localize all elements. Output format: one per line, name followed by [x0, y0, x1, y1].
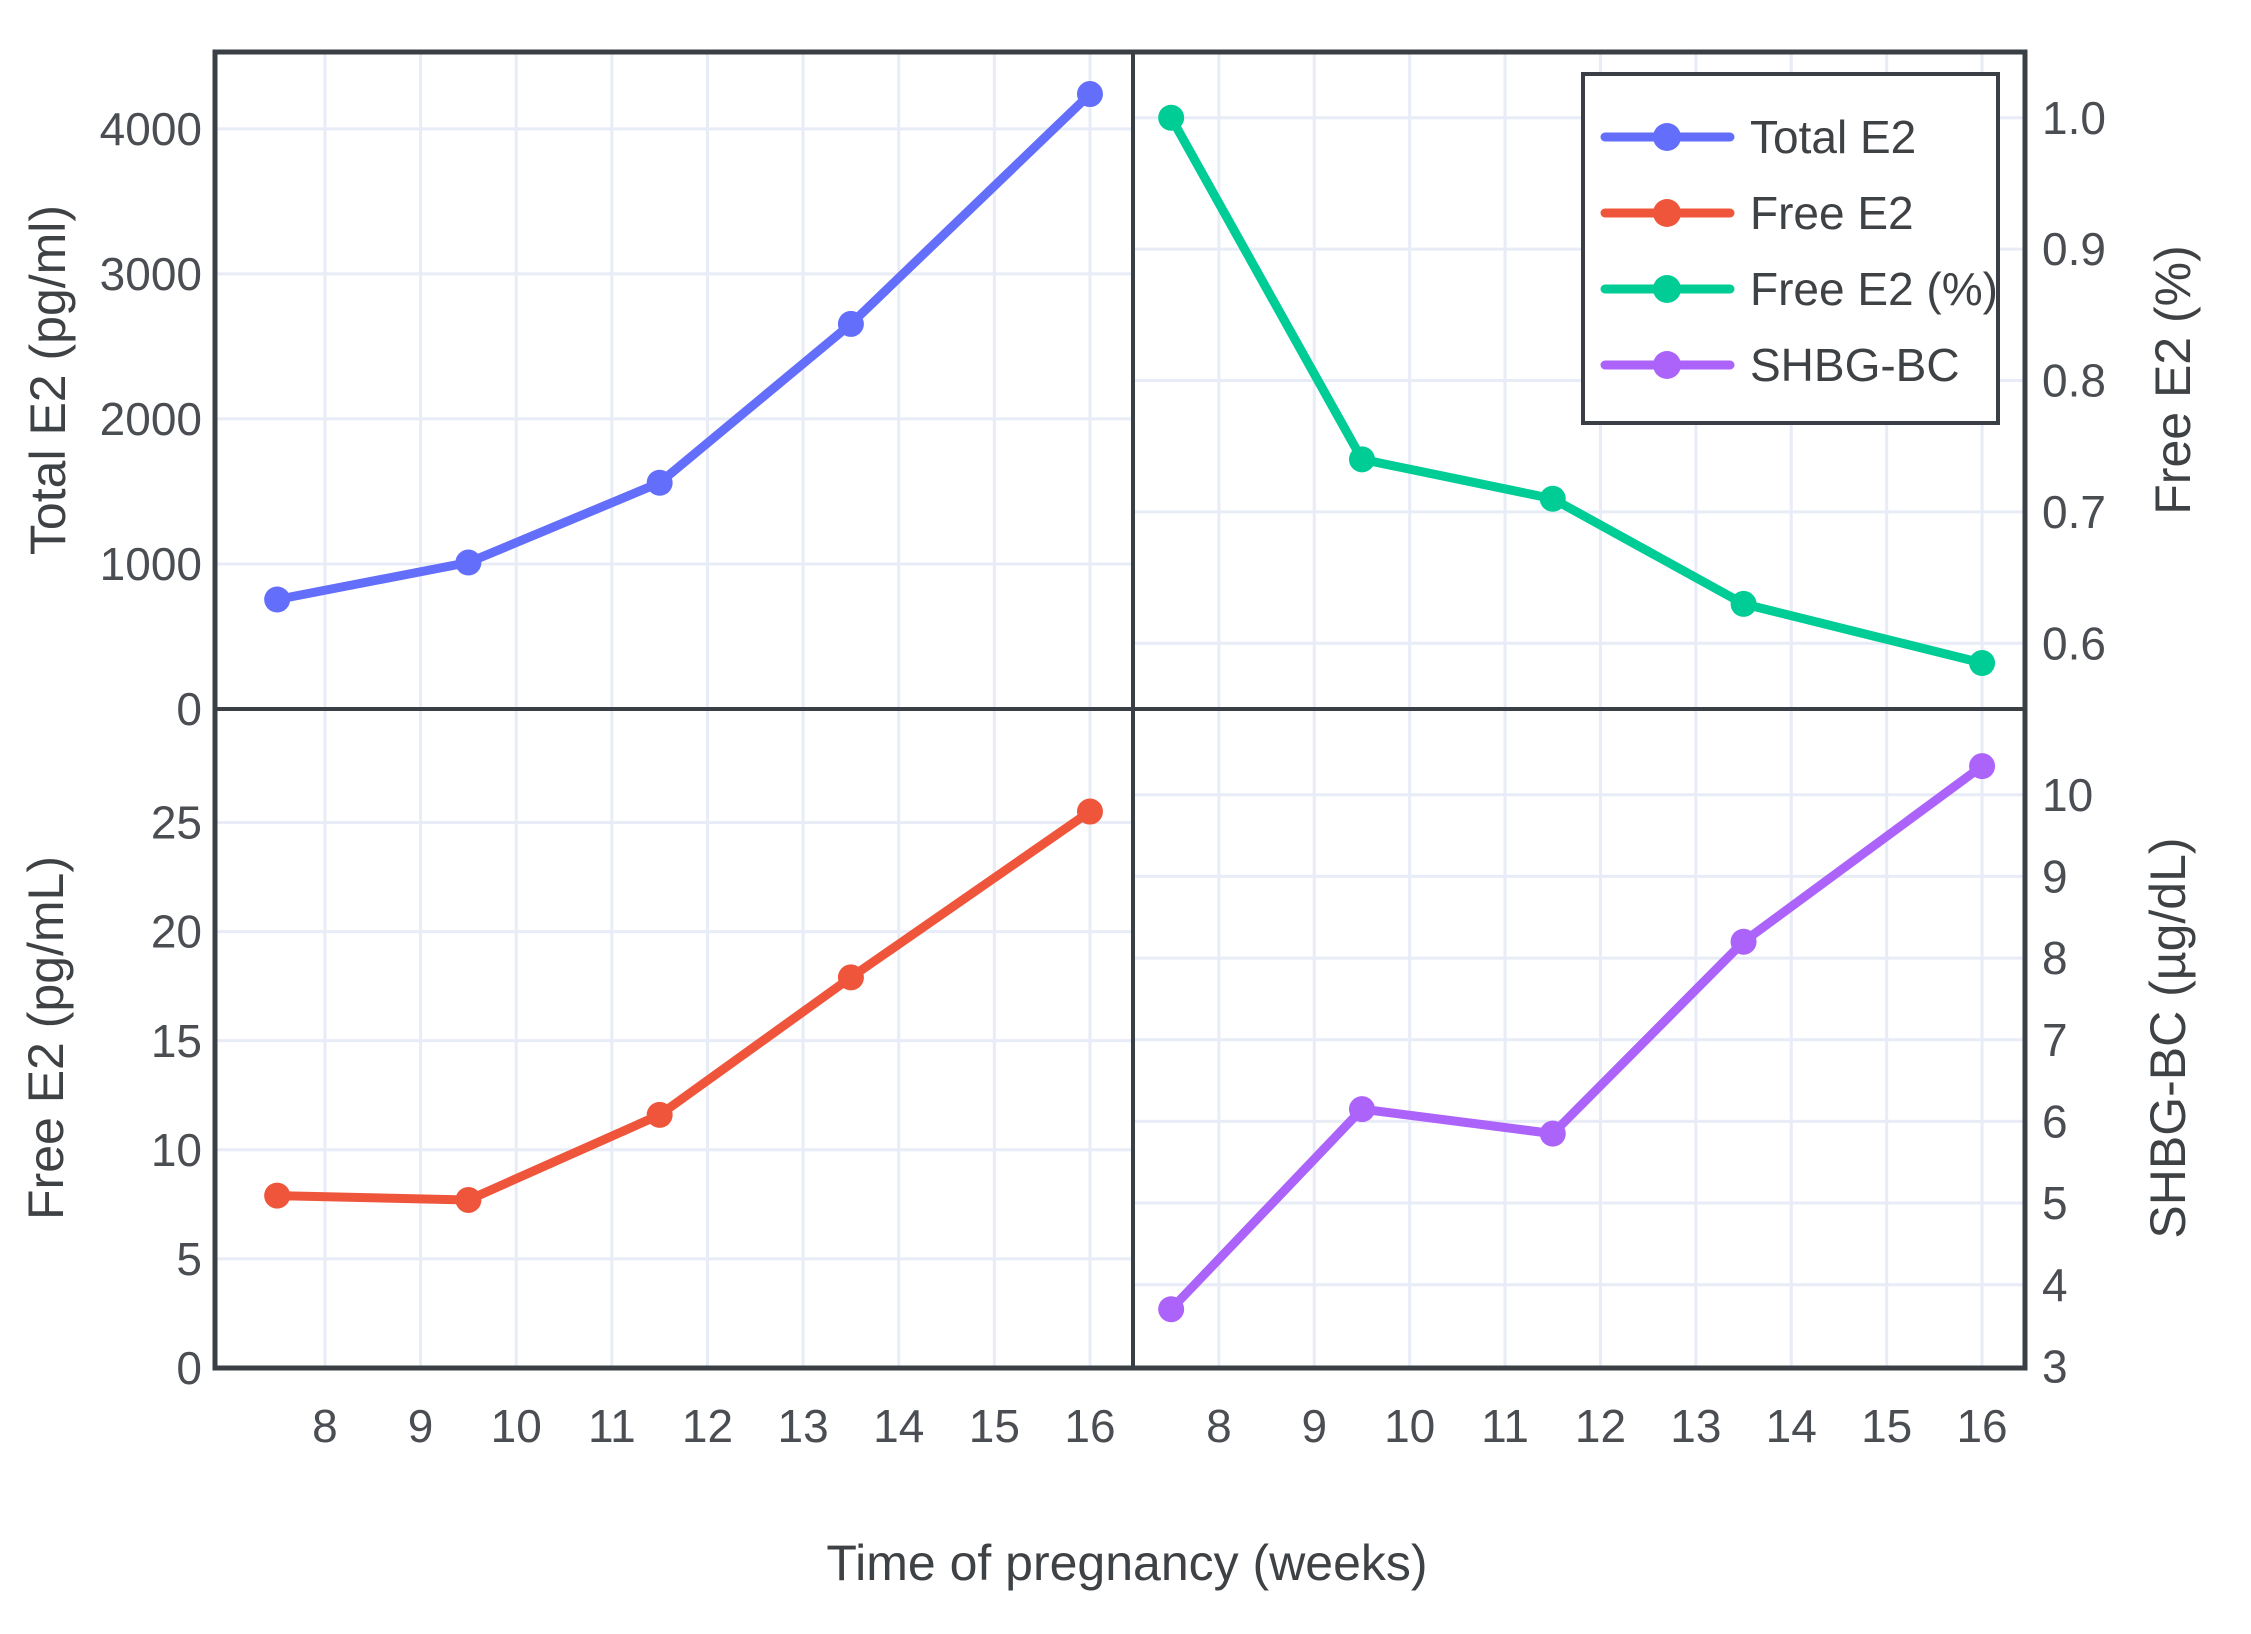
- x-tick-label: 14: [873, 1400, 924, 1452]
- legend-marker-icon: [1653, 123, 1681, 151]
- y-tick-label: 2000: [100, 393, 202, 445]
- y-axis-title-total-e2: Total E2 (pg/ml): [20, 205, 76, 555]
- legend-item-shbg-bc: SHBG-BC: [1600, 339, 1960, 391]
- data-point-shbg-bc: [1158, 1296, 1185, 1323]
- y-tick-label: 3000: [100, 248, 202, 300]
- y-tick-label: 25: [151, 797, 202, 849]
- y-tick-label: 1.0: [2042, 92, 2106, 144]
- y-tick-label: 8: [2042, 932, 2068, 984]
- y-tick-label: 5: [2042, 1177, 2068, 1229]
- y-tick-label: 15: [151, 1015, 202, 1067]
- legend-marker-icon: [1653, 351, 1681, 379]
- y-tick-label: 0.9: [2042, 223, 2106, 275]
- data-point-total-e2: [646, 469, 673, 496]
- y-tick-label: 0: [176, 683, 202, 735]
- legend-marker-icon: [1653, 199, 1681, 227]
- y-tick-label: 9: [2042, 851, 2068, 903]
- data-point-free-e2: [1076, 798, 1103, 825]
- x-tick-label: 9: [408, 1400, 434, 1452]
- data-point-free-e2: [455, 1186, 482, 1213]
- y-tick-label: 0.8: [2042, 355, 2106, 407]
- data-point-shbg-bc: [1348, 1096, 1375, 1123]
- legend-label: SHBG-BC: [1750, 339, 1960, 391]
- legend-item-free-e2: Free E2: [1600, 187, 1914, 239]
- data-point-free-e2: [1158, 104, 1185, 131]
- data-point-free-e2: [1539, 485, 1566, 512]
- x-tick-label: 8: [312, 1400, 338, 1452]
- y-tick-label: 7: [2042, 1014, 2068, 1066]
- x-tick-label: 11: [1481, 1400, 1529, 1452]
- y-tick-label: 6: [2042, 1095, 2068, 1147]
- y-tick-label: 0.7: [2042, 486, 2106, 538]
- x-tick-label: 13: [778, 1400, 829, 1452]
- legend: Total E2 Free E2 Free E2 (%) SHBG-BC: [1581, 72, 2000, 425]
- x-tick-label: 8: [1206, 1400, 1232, 1452]
- y-axis-title-shbg-bc: SHBG-BC (µg/dL): [2140, 837, 2196, 1238]
- x-tick-label: 16: [1956, 1400, 2007, 1452]
- x-tick-label: 9: [1301, 1400, 1327, 1452]
- data-point-free-e2: [1348, 446, 1375, 473]
- y-axis-title-free-e2: Free E2 (pg/mL): [18, 856, 74, 1220]
- y-tick-label: 4: [2042, 1259, 2068, 1311]
- data-point-shbg-bc: [1969, 753, 1996, 780]
- series-line-shbg-bc: [1166, 761, 1987, 1314]
- x-tick-label: 14: [1766, 1400, 1817, 1452]
- y-tick-label: 0: [176, 1342, 202, 1394]
- y-tick-label: 10: [2042, 769, 2093, 821]
- y-tick-label: 0.6: [2042, 617, 2106, 669]
- data-point-free-e2: [837, 964, 864, 991]
- data-point-free-e2: [1730, 590, 1757, 617]
- legend-label: Free E2 (%): [1750, 263, 1998, 315]
- data-point-total-e2: [1076, 81, 1103, 108]
- x-tick-label: 10: [1384, 1400, 1435, 1452]
- legend-label: Total E2: [1750, 111, 1916, 163]
- y-tick-label: 10: [151, 1124, 202, 1176]
- series-line-free-e2: [272, 807, 1095, 1205]
- legend-item-free-e2: Free E2 (%): [1600, 263, 1998, 315]
- data-point-total-e2: [837, 310, 864, 337]
- legend-marker-icon: [1653, 275, 1681, 303]
- y-tick-label: 1000: [100, 538, 202, 590]
- y-axis-title-free-e2-pct: Free E2 (%): [2145, 245, 2201, 515]
- x-tick-label: 13: [1670, 1400, 1721, 1452]
- x-tick-label: 10: [491, 1400, 542, 1452]
- data-point-shbg-bc: [1539, 1120, 1566, 1147]
- data-point-total-e2: [264, 586, 291, 613]
- x-tick-label: 16: [1064, 1400, 1115, 1452]
- data-point-total-e2: [455, 549, 482, 576]
- data-point-free-e2: [1969, 650, 1996, 677]
- y-tick-label: 4000: [100, 103, 202, 155]
- y-tick-label: 20: [151, 906, 202, 958]
- y-tick-label: 5: [176, 1233, 202, 1285]
- legend-item-total-e2: Total E2: [1600, 111, 1916, 163]
- x-axis-title: Time of pregnancy (weeks): [826, 1535, 1427, 1591]
- y-tick-label: 3: [2042, 1340, 2068, 1392]
- x-tick-label: 12: [682, 1400, 733, 1452]
- x-tick-label: 12: [1575, 1400, 1626, 1452]
- legend-label: Free E2: [1750, 187, 1914, 239]
- x-tick-label: 11: [588, 1400, 636, 1452]
- x-tick-label: 15: [969, 1400, 1020, 1452]
- series-line-total-e2: [272, 89, 1095, 604]
- data-point-shbg-bc: [1730, 928, 1757, 955]
- data-point-free-e2: [646, 1101, 673, 1128]
- x-tick-label: 15: [1861, 1400, 1912, 1452]
- data-point-free-e2: [264, 1182, 291, 1209]
